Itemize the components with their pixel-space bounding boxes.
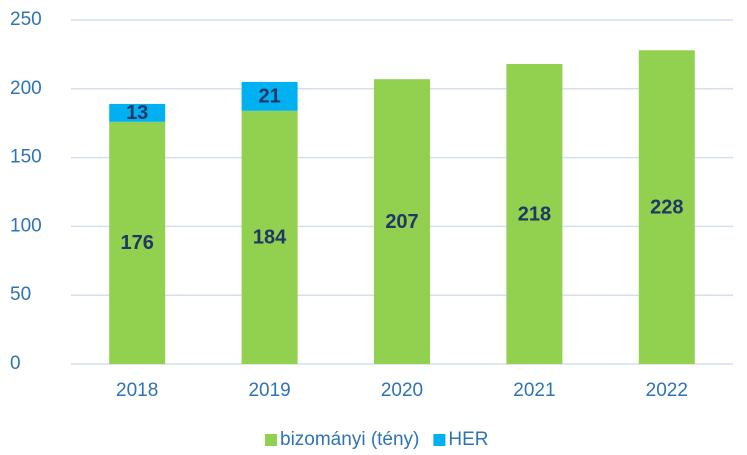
y-tick-label: 100 — [10, 215, 42, 236]
legend-label: bizományi (tény) — [280, 429, 419, 450]
data-label: 21 — [258, 86, 280, 108]
y-tick-label: 0 — [10, 353, 21, 374]
bar-segment — [506, 64, 563, 365]
y-tick-label: 150 — [10, 147, 42, 168]
bar-segment — [241, 110, 298, 364]
data-label: 184 — [253, 227, 287, 249]
bar-segment — [638, 50, 695, 364]
x-tick-label: 2021 — [513, 380, 555, 401]
legend-swatch — [433, 434, 446, 446]
bar-segment — [109, 121, 166, 364]
data-label: 13 — [126, 102, 148, 124]
bar-segment — [109, 103, 166, 122]
data-label: 176 — [121, 232, 154, 254]
x-tick-label: 2020 — [381, 380, 423, 401]
y-tick-label: 250 — [10, 9, 42, 30]
bar-segment — [374, 79, 430, 364]
y-tick-label: 200 — [10, 78, 42, 99]
y-tick-label: 50 — [10, 284, 31, 305]
data-label: 228 — [650, 196, 683, 218]
legend-swatch — [265, 434, 277, 446]
data-label: 218 — [518, 203, 551, 225]
data-label: 207 — [385, 211, 418, 233]
x-tick-label: 2022 — [646, 380, 688, 401]
legend-label: HER — [448, 429, 488, 450]
x-tick-label: 2018 — [116, 380, 158, 401]
bar-segment — [241, 81, 298, 111]
x-tick-label: 2019 — [248, 380, 290, 401]
